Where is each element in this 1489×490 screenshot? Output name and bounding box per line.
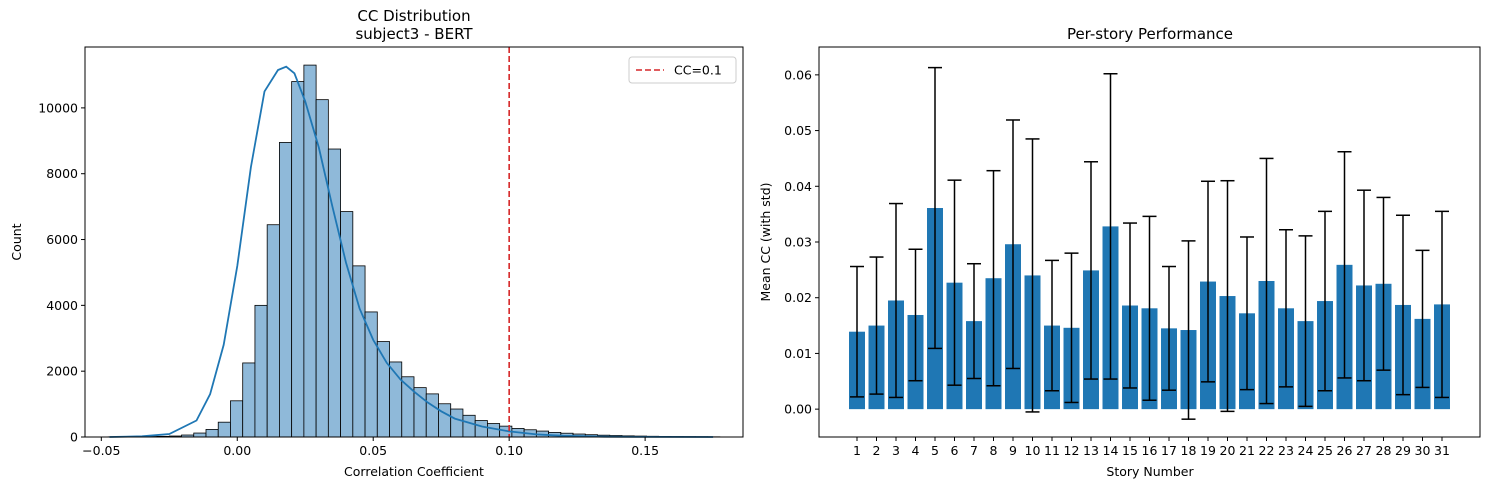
legend-box	[628, 56, 737, 84]
per-story-title: Per-story Performance	[1067, 25, 1233, 43]
y-tick-label: 0.03	[784, 235, 812, 250]
y-tick-label: 0.00	[784, 402, 812, 417]
y-tick-label: 10000	[38, 100, 78, 115]
x-tick-label: 4	[912, 443, 920, 458]
x-tick-label: 15	[1122, 443, 1138, 458]
x-tick-label: 11	[1044, 443, 1060, 458]
x-tick-label: 7	[970, 443, 978, 458]
y-tick-label: 6000	[46, 232, 78, 247]
x-tick-label: −0.05	[82, 443, 120, 458]
x-tick-label: 21	[1239, 443, 1255, 458]
y-tick-label: 0.01	[784, 346, 812, 361]
histogram-bar	[217, 421, 231, 438]
histogram-bar	[327, 148, 341, 438]
per-story-axes-frame	[818, 46, 1481, 438]
histogram-axes-frame	[84, 46, 744, 438]
legend-label: CC=0.1	[674, 63, 722, 78]
histogram-bar	[425, 393, 439, 438]
x-tick-label: 0.15	[631, 443, 659, 458]
y-tick-label: 4000	[46, 298, 78, 313]
y-tick-label: 0.06	[784, 67, 812, 82]
y-tick-label: 0.02	[784, 290, 812, 305]
histogram-bar	[462, 414, 476, 438]
y-tick-label: 8000	[46, 166, 78, 181]
histogram-bar	[291, 81, 305, 438]
kde-curve	[109, 65, 714, 438]
histogram-bar	[266, 224, 280, 438]
legend: CC=0.1	[628, 56, 737, 84]
per-story-x-label: Story Number	[1106, 464, 1194, 479]
histogram-bar	[279, 142, 293, 438]
x-tick-label: 13	[1083, 443, 1099, 458]
x-tick-label: 1	[853, 443, 861, 458]
histogram-bar	[205, 429, 219, 438]
histogram-x-label: Correlation Coefficient	[344, 464, 484, 479]
histogram-x-ticks: −0.05 0.00 0.05 0.10 0.15	[82, 437, 659, 458]
histogram-bar	[364, 311, 378, 438]
x-tick-label: 26	[1337, 443, 1353, 458]
x-tick-label: 6	[951, 443, 959, 458]
per-story-x-ticks: 1 2 3 4 5 6 7 8 9 10 11 12 13 14 15 16 17 18 19 20 21 22 23 24 2…	[853, 437, 1450, 458]
x-tick-label: 0.10	[495, 443, 523, 458]
x-tick-label: 9	[1009, 443, 1017, 458]
x-tick-label: 29	[1395, 443, 1411, 458]
x-tick-label: 5	[931, 443, 939, 458]
x-tick-label: 28	[1376, 443, 1392, 458]
x-tick-label: 0.00	[223, 443, 251, 458]
x-tick-label: 19	[1200, 443, 1216, 458]
x-tick-label: 2	[873, 443, 881, 458]
per-story-y-label: Mean CC (with std)	[758, 182, 773, 301]
histogram-title: CC Distribution	[357, 7, 470, 25]
histogram-panel: CC Distribution subject3 - BERT −0.05 0.0…	[9, 7, 744, 479]
x-tick-label: 0.05	[359, 443, 387, 458]
histogram-bar	[193, 432, 207, 438]
x-tick-label: 25	[1317, 443, 1333, 458]
x-tick-label: 18	[1181, 443, 1197, 458]
x-tick-label: 8	[990, 443, 998, 458]
x-tick-label: 12	[1064, 443, 1080, 458]
x-tick-label: 14	[1103, 443, 1119, 458]
histogram-bar	[242, 362, 256, 438]
x-tick-label: 10	[1025, 443, 1041, 458]
histogram-bar	[254, 304, 268, 438]
histogram-bar	[230, 400, 244, 438]
x-tick-label: 22	[1259, 443, 1275, 458]
x-tick-label: 20	[1220, 443, 1236, 458]
per-story-error-bars	[850, 66, 1449, 420]
x-tick-label: 31	[1434, 443, 1450, 458]
x-tick-label: 24	[1298, 443, 1314, 458]
y-tick-label: 0.04	[784, 179, 812, 194]
x-tick-label: 16	[1142, 443, 1158, 458]
histogram-bar	[413, 387, 427, 438]
histogram-bar	[303, 64, 317, 438]
histogram-bar	[450, 408, 464, 438]
x-tick-label: 30	[1415, 443, 1431, 458]
y-tick-label: 2000	[46, 364, 78, 379]
x-tick-label: 17	[1161, 443, 1177, 458]
histogram-y-label: Count	[9, 223, 24, 260]
histogram-y-ticks: 0 2000 4000 6000 8000 10000	[38, 100, 85, 445]
histogram-subtitle: subject3 - BERT	[355, 25, 473, 43]
histogram-bar	[474, 420, 488, 438]
per-story-panel: Per-story Performance 1 2 3 4 5 6 7 8 9 10 11 12 13 1…	[758, 25, 1481, 479]
y-tick-label: 0.05	[784, 123, 812, 138]
per-story-y-ticks: 0.00 0.01 0.02 0.03 0.04 0.05 0.06	[784, 67, 819, 417]
x-tick-label: 27	[1356, 443, 1372, 458]
histogram-bar	[315, 99, 329, 438]
histogram-bar	[438, 403, 452, 438]
x-tick-label: 3	[892, 443, 900, 458]
y-tick-label: 0	[70, 430, 78, 445]
x-tick-label: 23	[1278, 443, 1294, 458]
